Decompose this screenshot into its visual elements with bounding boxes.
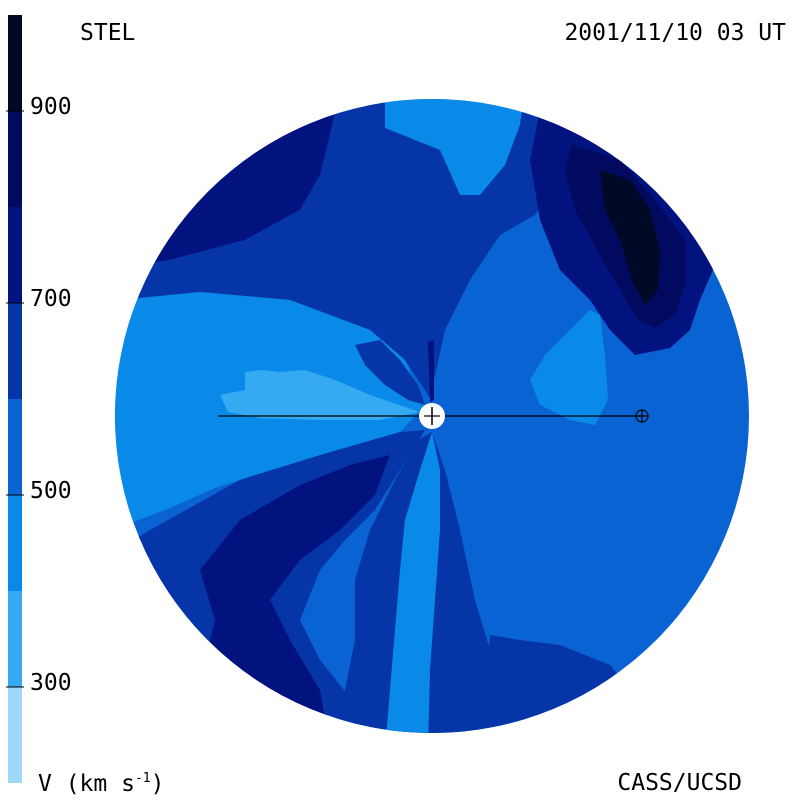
- colorbar: [6, 15, 24, 783]
- colorbar-bin: [8, 591, 22, 687]
- timestamp-label: 2001/11/10 03 UT: [564, 20, 786, 46]
- colorbar-bin: [8, 495, 22, 591]
- colorbar-bin: [8, 15, 22, 111]
- colorbar-bin: [8, 399, 22, 495]
- region-lower-center-jet: [385, 432, 440, 733]
- region-upper-band: [115, 99, 560, 398]
- region-left-inner: [220, 370, 420, 420]
- colorbar-tick-label: 700: [30, 286, 72, 312]
- unit-close: ): [150, 771, 165, 797]
- colorbar-bin: [8, 687, 22, 783]
- colorbar-tick-label: 300: [30, 670, 72, 696]
- region-top-center: [385, 99, 525, 195]
- colorbar-bin: [8, 111, 22, 207]
- unit-exponent: -1: [134, 771, 151, 786]
- region-needle: [428, 340, 434, 402]
- colorbar-bin: [8, 207, 22, 303]
- region-upper-right-core: [600, 170, 660, 305]
- earth-icon: [635, 409, 649, 423]
- colorbar-tick-label: 900: [30, 94, 72, 120]
- unit-text: V (km s: [38, 771, 135, 797]
- colorbar-tick-label: 500: [30, 478, 72, 504]
- region-right-inner: [530, 310, 608, 425]
- credit-label: CASS/UCSD: [617, 770, 742, 796]
- source-label: STEL: [80, 20, 136, 46]
- colorbar-unit-label: V (km s-1): [38, 772, 164, 796]
- region-upper-spike: [355, 340, 425, 405]
- colorbar-bin: [8, 303, 22, 399]
